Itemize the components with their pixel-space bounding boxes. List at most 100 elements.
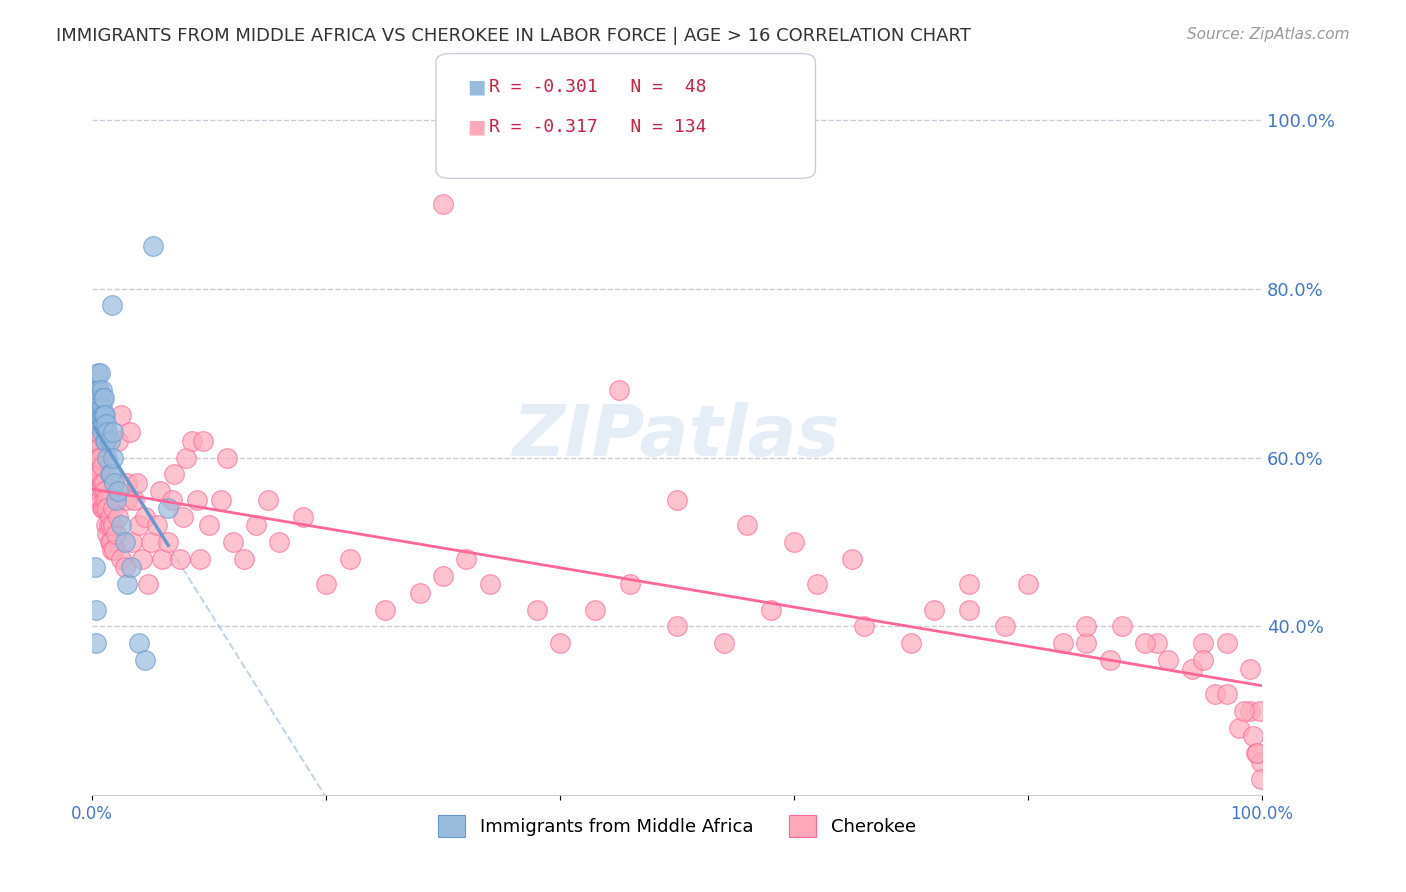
Point — [107, 484, 129, 499]
Point — [98, 509, 121, 524]
Point — [1052, 636, 1074, 650]
Text: ■: ■ — [467, 117, 485, 136]
Point — [149, 484, 172, 499]
Point — [96, 518, 118, 533]
Point — [1076, 636, 1098, 650]
Point — [1204, 687, 1226, 701]
Point — [583, 602, 606, 616]
Point — [86, 383, 108, 397]
Point — [841, 552, 863, 566]
Point — [1249, 704, 1271, 718]
Point — [1227, 721, 1250, 735]
Point — [104, 492, 127, 507]
Point — [188, 552, 211, 566]
Point — [96, 501, 118, 516]
Point — [98, 535, 121, 549]
Point — [93, 409, 115, 423]
Point — [134, 653, 156, 667]
Point — [806, 577, 828, 591]
Point — [118, 425, 141, 440]
Point — [607, 383, 630, 397]
Legend: Immigrants from Middle Africa, Cherokee: Immigrants from Middle Africa, Cherokee — [430, 807, 924, 844]
Point — [134, 509, 156, 524]
Point — [86, 450, 108, 465]
Point — [666, 619, 689, 633]
Point — [107, 509, 129, 524]
Point — [409, 585, 432, 599]
Point — [86, 475, 108, 490]
Point — [97, 518, 120, 533]
Point — [1157, 653, 1180, 667]
Point — [87, 425, 110, 440]
Point — [1244, 746, 1267, 760]
Point — [619, 577, 641, 591]
Point — [101, 298, 124, 312]
Point — [90, 425, 112, 440]
Point — [269, 535, 291, 549]
Point — [89, 467, 111, 482]
Point — [136, 577, 159, 591]
Point — [91, 417, 114, 431]
Point — [209, 492, 232, 507]
Point — [145, 518, 167, 533]
Point — [993, 619, 1015, 633]
Point — [98, 434, 121, 448]
Point — [221, 535, 243, 549]
Point — [1250, 755, 1272, 769]
Point — [1239, 662, 1261, 676]
Point — [193, 434, 215, 448]
Point — [90, 383, 112, 397]
Point — [93, 417, 115, 431]
Point — [1250, 772, 1272, 786]
Point — [478, 577, 501, 591]
Point — [339, 552, 361, 566]
Point — [924, 602, 946, 616]
Point — [117, 577, 139, 591]
Point — [87, 442, 110, 456]
Point — [90, 400, 112, 414]
Point — [853, 619, 876, 633]
Point — [86, 417, 108, 431]
Point — [110, 409, 132, 423]
Point — [91, 392, 114, 406]
Point — [245, 518, 267, 533]
Point — [90, 475, 112, 490]
Point — [89, 409, 111, 423]
Point — [783, 535, 806, 549]
Point — [1076, 619, 1098, 633]
Point — [315, 577, 337, 591]
Point — [157, 501, 180, 516]
Point — [91, 501, 114, 516]
Point — [1111, 619, 1133, 633]
Point — [101, 543, 124, 558]
Point — [117, 475, 139, 490]
Point — [163, 467, 186, 482]
Point — [89, 467, 111, 482]
Point — [96, 526, 118, 541]
Point — [172, 509, 194, 524]
Point — [100, 518, 122, 533]
Point — [100, 467, 122, 482]
Point — [959, 577, 981, 591]
Point — [87, 409, 110, 423]
Point — [90, 458, 112, 473]
Point — [456, 552, 478, 566]
Text: ZIPatlas: ZIPatlas — [513, 402, 841, 471]
Point — [86, 434, 108, 448]
Point — [103, 475, 125, 490]
Point — [96, 425, 118, 440]
Point — [256, 492, 278, 507]
Point — [94, 501, 117, 516]
Point — [169, 552, 191, 566]
Point — [1246, 746, 1268, 760]
Point — [114, 560, 136, 574]
Point — [96, 492, 118, 507]
Point — [198, 518, 221, 533]
Point — [103, 450, 125, 465]
Point — [87, 484, 110, 499]
Point — [91, 409, 114, 423]
Point — [87, 383, 110, 397]
Point — [83, 425, 105, 440]
Point — [93, 492, 115, 507]
Point — [87, 400, 110, 414]
